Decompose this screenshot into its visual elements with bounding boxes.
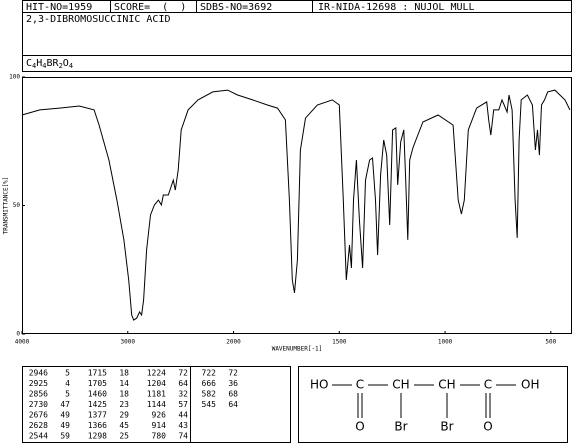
peak-transmittance: 5	[65, 369, 70, 378]
formula: C4H4BR2O4	[26, 58, 73, 70]
x-tick-label: 500	[545, 339, 556, 346]
peak-transmittance: 14	[119, 379, 129, 388]
peak-transmittance: 72	[228, 369, 238, 378]
peak-wavenumber: 914	[152, 421, 167, 430]
peak-wavenumber: 2544	[29, 432, 48, 441]
peak-wavenumber: 582	[202, 390, 217, 399]
x-axis-label: WAVENUMBER[-1]	[272, 346, 323, 353]
peak-wavenumber: 1425	[88, 400, 107, 409]
peak-transmittance: 49	[60, 411, 70, 420]
peak-transmittance: 72	[178, 369, 188, 378]
peak-transmittance: 43	[178, 421, 188, 430]
peak-transmittance: 57	[178, 400, 188, 409]
peak-wavenumber: 1224	[147, 369, 166, 378]
peak-transmittance: 5	[65, 390, 70, 399]
peak-transmittance: 36	[228, 379, 238, 388]
structure-bonds	[332, 384, 516, 418]
peak-wavenumber: 666	[202, 379, 217, 388]
peak-transmittance: 29	[119, 411, 129, 420]
peak-wavenumber: 780	[152, 432, 167, 441]
peak-wavenumber: 926	[152, 411, 167, 420]
peak-transmittance: 18	[119, 369, 129, 378]
x-tick-label: 1500	[332, 339, 347, 346]
peak-transmittance: 74	[178, 432, 188, 441]
peak-wavenumber: 1705	[88, 379, 107, 388]
peak-wavenumber: 2946	[29, 369, 48, 378]
atom-label: CH	[438, 378, 455, 392]
peak-transmittance: 4	[65, 379, 70, 388]
atom-label: C	[484, 378, 492, 392]
peak-transmittance: 47	[60, 400, 70, 409]
peak-transmittance: 32	[178, 390, 188, 399]
y-tick-label: 0	[16, 331, 20, 338]
peak-wavenumber: 1144	[147, 400, 166, 409]
hit-no: HIT-NO=1959	[26, 2, 92, 13]
peak-wavenumber: 1298	[88, 432, 107, 441]
peak-wavenumber: 1181	[147, 390, 166, 399]
plot-frame	[22, 77, 572, 334]
peak-transmittance: 44	[178, 411, 188, 420]
peak-wavenumber: 545	[202, 400, 217, 409]
atom-label: OH	[521, 378, 539, 392]
peak-transmittance: 68	[228, 390, 238, 399]
y-axis-label: TRANSMITTANCE[%]	[3, 177, 10, 235]
peak-transmittance: 64	[178, 379, 188, 388]
atom-label: CH	[392, 378, 409, 392]
x-tick-label: 4000	[15, 339, 30, 346]
peak-transmittance: 59	[60, 432, 70, 441]
sdbs-no: SDBS-NO=3692	[200, 2, 272, 13]
peak-wavenumber: 722	[202, 369, 217, 378]
score: SCORE= ( )	[114, 2, 186, 13]
peak-wavenumber: 1204	[147, 379, 166, 388]
peak-transmittance: 49	[60, 421, 70, 430]
peak-transmittance: 25	[119, 432, 129, 441]
peak-transmittance: 18	[119, 390, 129, 399]
peak-wavenumber: 2628	[29, 421, 48, 430]
peak-wavenumber: 2925	[29, 379, 48, 388]
atom-label: Br	[440, 420, 453, 434]
y-tick-label: 100	[9, 74, 20, 81]
atom-label: C	[356, 378, 364, 392]
peak-wavenumber: 2730	[29, 400, 48, 409]
spectrum-line	[21, 89, 571, 321]
x-tick-label: 1000	[438, 339, 453, 346]
peak-wavenumber: 1377	[88, 411, 107, 420]
x-tick-label: 3000	[121, 339, 136, 346]
atom-label: HO	[310, 378, 328, 392]
peak-wavenumber: 1715	[88, 369, 107, 378]
peak-wavenumber: 2856	[29, 390, 48, 399]
peak-wavenumber: 1366	[88, 421, 107, 430]
header-frame	[22, 0, 572, 72]
peak-transmittance: 23	[119, 400, 129, 409]
x-tick-label: 2000	[226, 339, 241, 346]
peak-transmittance: 45	[119, 421, 129, 430]
atom-label: O	[483, 420, 492, 434]
peak-wavenumber: 1460	[88, 390, 107, 399]
compound-name: 2,3-DIBROMOSUCCINIC ACID	[26, 14, 171, 25]
y-tick-label: 50	[13, 202, 21, 209]
peak-transmittance: 64	[228, 400, 238, 409]
atom-label: Br	[394, 420, 407, 434]
atom-label: O	[355, 420, 364, 434]
ir-info: IR-NIDA-12698 : NUJOL MULL	[318, 2, 475, 13]
peak-wavenumber: 2676	[29, 411, 48, 420]
